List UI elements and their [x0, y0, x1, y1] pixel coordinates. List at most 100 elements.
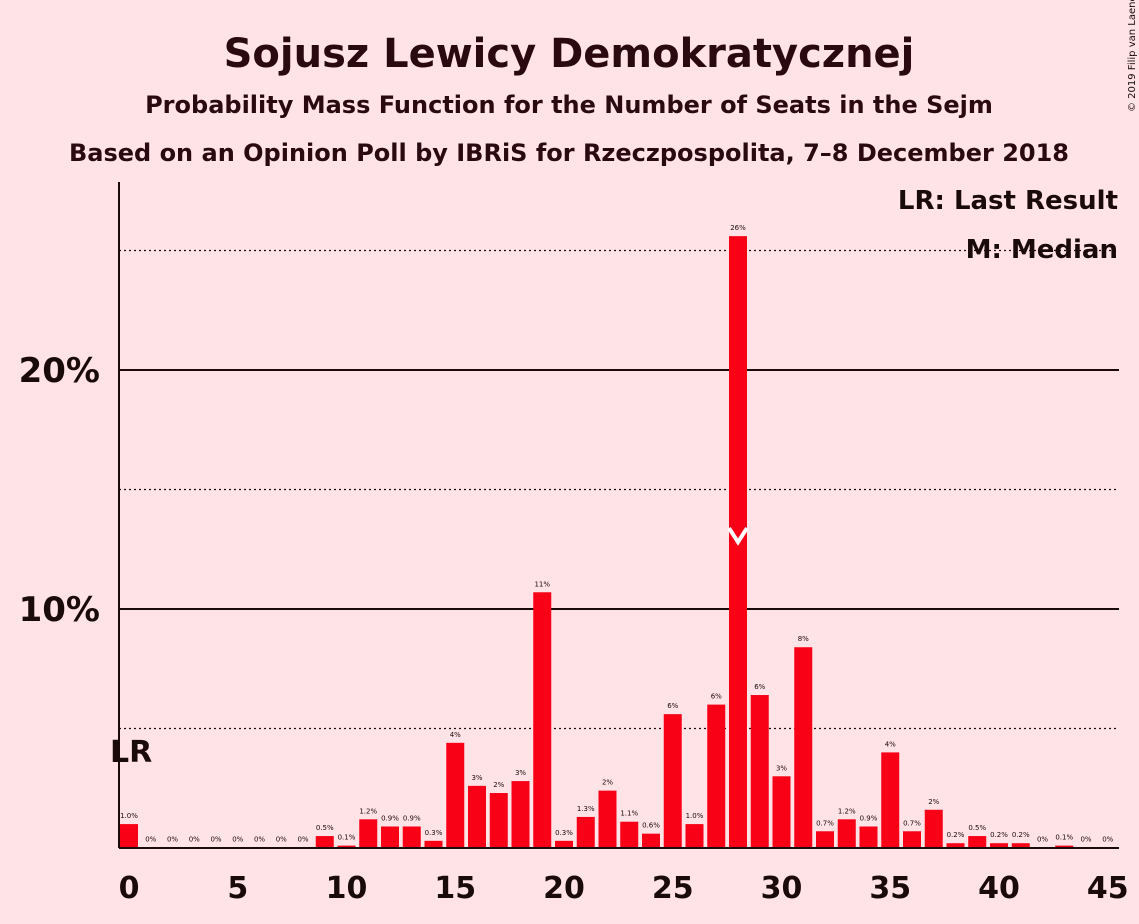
bar-label-seat-22: 2% — [602, 779, 613, 787]
bar-label-seat-27: 6% — [711, 693, 722, 701]
chart-subtitle: Probability Mass Function for the Number… — [145, 91, 993, 119]
chart-subtitle-poll: Based on an Opinion Poll by IBRiS for Rz… — [69, 139, 1069, 167]
bar-label-seat-8: 0% — [297, 836, 308, 844]
bar-label-seat-39: 0.5% — [968, 824, 986, 832]
bar-seat-27 — [707, 704, 726, 848]
bar-seat-24 — [642, 833, 660, 848]
bar-seat-18 — [511, 781, 530, 848]
bar-seat-35 — [881, 752, 900, 848]
bar-label-seat-2: 0% — [167, 836, 178, 844]
bar-label-seat-42: 0% — [1037, 836, 1048, 844]
bar-label-seat-23: 1.1% — [620, 810, 638, 818]
y-tick-labels: 10% 20% — [19, 351, 100, 630]
bar-seat-14 — [424, 840, 443, 848]
bar-label-seat-14: 0.3% — [425, 829, 443, 837]
bar-label-seat-31: 8% — [798, 635, 809, 643]
legend-last-result: LR: Last Result — [898, 186, 1118, 216]
bar-seat-39 — [968, 836, 987, 848]
bar-seat-11 — [359, 819, 378, 848]
bar-seat-17 — [489, 793, 508, 848]
bar-label-seat-43: 0.1% — [1055, 834, 1073, 842]
x-tick-label: 40 — [978, 871, 1020, 906]
bar-label-seat-21: 1.3% — [577, 805, 595, 813]
bar-seat-34 — [859, 826, 878, 848]
bar-label-seat-34: 0.9% — [860, 814, 878, 822]
bar-seat-20 — [555, 840, 573, 848]
bar-label-seat-12: 0.9% — [381, 814, 399, 822]
median-marker — [727, 526, 749, 546]
bar-seat-41 — [1011, 843, 1030, 848]
bar-label-seat-26: 1.0% — [686, 812, 704, 820]
bar-label-seat-40: 0.2% — [990, 831, 1008, 839]
bar-label-seat-29: 6% — [754, 683, 765, 691]
bar-label-seat-18: 3% — [515, 769, 526, 777]
bar-seat-33 — [837, 819, 856, 848]
bar-label-seat-9: 0.5% — [316, 824, 334, 832]
x-tick-label: 10 — [326, 871, 368, 906]
bar-label-seat-36: 0.7% — [903, 819, 921, 827]
bar-label-seat-45: 0% — [1102, 836, 1113, 844]
bar-seat-30 — [772, 776, 791, 848]
bar-seat-23 — [620, 821, 639, 848]
bar-label-seat-19: 11% — [534, 580, 550, 588]
bar-label-seat-13: 0.9% — [403, 814, 421, 822]
gridlines — [119, 249, 1119, 730]
x-tick-label: 20 — [543, 871, 585, 906]
bar-label-seat-10: 0.1% — [338, 834, 356, 842]
bar-label-seat-37: 2% — [928, 798, 939, 806]
bar-label-seat-24: 0.6% — [642, 822, 660, 830]
y-tick-label: 10% — [19, 590, 100, 630]
x-tick-label: 25 — [652, 871, 694, 906]
last-result-marker: LR — [110, 735, 152, 770]
bar-label-seat-44: 0% — [1080, 836, 1091, 844]
bar-seat-21 — [576, 816, 595, 848]
bar-label-seat-30: 3% — [776, 764, 787, 772]
bar-seat-26 — [685, 824, 704, 848]
bar-label-seat-35: 4% — [885, 740, 896, 748]
bar-label-seat-38: 0.2% — [947, 831, 965, 839]
bar-label-seat-11: 1.2% — [359, 807, 377, 815]
bar-seat-16 — [468, 785, 486, 848]
bar-seat-15 — [446, 742, 465, 848]
y-tick-label: 20% — [19, 351, 100, 391]
copyright-note: © 2019 Filip van Laenen — [1127, 0, 1138, 112]
bar-seat-31 — [794, 647, 813, 848]
bar-label-seat-1: 0% — [145, 836, 156, 844]
bar-seat-0 — [120, 824, 138, 848]
bar-seat-12 — [381, 826, 399, 848]
x-tick-label: 30 — [761, 871, 803, 906]
bar-label-seat-3: 0% — [189, 836, 200, 844]
bar-seat-22 — [598, 790, 617, 848]
bar-seat-13 — [402, 826, 421, 848]
bar-label-seat-32: 0.7% — [816, 819, 834, 827]
bar-seat-36 — [903, 831, 921, 848]
bar-label-seat-17: 2% — [493, 781, 504, 789]
bar-seat-29 — [750, 695, 769, 848]
bar-seat-40 — [990, 843, 1008, 848]
legend-median: M: Median — [966, 235, 1118, 265]
x-tick-labels: 0 5 10 15 20 25 30 35 40 45 — [119, 871, 1129, 906]
bar-seat-32 — [816, 831, 834, 848]
bar-label-seat-6: 0% — [254, 836, 265, 844]
x-tick-label: 35 — [869, 871, 911, 906]
bar-seat-43 — [1055, 845, 1074, 848]
x-tick-label: 15 — [434, 871, 476, 906]
bar-seat-37 — [924, 809, 943, 848]
bar-seat-38 — [946, 843, 965, 848]
bar-label-seat-16: 3% — [471, 774, 482, 782]
chart-title: Sojusz Lewicy Demokratycznej — [224, 31, 915, 77]
bar-label-seat-33: 1.2% — [838, 807, 856, 815]
bar-label-seat-7: 0% — [276, 836, 287, 844]
bar-label-seat-41: 0.2% — [1012, 831, 1030, 839]
bar-label-seat-28: 26% — [730, 224, 746, 232]
x-tick-label: 45 — [1087, 871, 1129, 906]
bars — [120, 236, 1117, 848]
bar-label-seat-20: 0.3% — [555, 829, 573, 837]
bar-label-seat-5: 0% — [232, 836, 243, 844]
bar-label-seat-4: 0% — [210, 836, 221, 844]
bar-label-seat-0: 1.0% — [120, 812, 138, 820]
x-tick-label: 5 — [227, 871, 248, 906]
x-tick-label: 0 — [119, 871, 140, 906]
bar-label-seat-25: 6% — [667, 702, 678, 710]
